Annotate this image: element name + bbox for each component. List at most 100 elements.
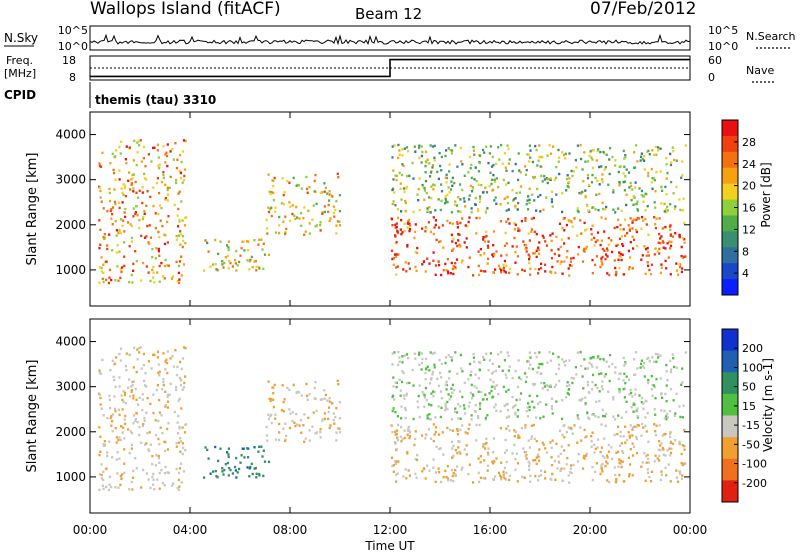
power-cell <box>596 179 599 183</box>
velocity-cell <box>631 428 634 431</box>
velocity-cell <box>646 453 649 457</box>
velocity-cell <box>182 386 186 389</box>
velocity-cell <box>579 350 582 354</box>
power-cell <box>400 218 403 222</box>
power-cell <box>444 262 447 266</box>
velocity-cell <box>575 373 578 376</box>
power-cell <box>502 178 505 182</box>
power-cell <box>585 247 588 250</box>
velocity-cell <box>152 472 155 476</box>
velocity-cell <box>176 421 179 424</box>
velocity-cell <box>669 410 672 413</box>
velocity-cell <box>614 371 617 374</box>
power-cell <box>538 248 541 252</box>
power-cell <box>674 205 677 208</box>
velocity-cell <box>440 390 443 393</box>
velocity-cell <box>105 467 108 470</box>
velocity-cell <box>514 413 517 416</box>
velocity-cell <box>124 365 127 368</box>
power-cell <box>114 279 117 282</box>
velocity-cell <box>166 393 169 396</box>
velocity-cell <box>394 411 397 414</box>
velocity-cell <box>473 385 476 388</box>
power-cell <box>657 241 660 244</box>
power-cell <box>404 199 407 203</box>
velocity-colorbar-swatch <box>722 415 738 438</box>
power-cell <box>166 186 169 189</box>
power-cell <box>657 146 660 149</box>
power-cell <box>166 241 169 244</box>
power-cell <box>660 266 663 269</box>
power-cell <box>576 253 580 256</box>
velocity-cell <box>631 395 634 398</box>
power-cell <box>143 236 147 239</box>
power-cell <box>493 180 496 183</box>
power-cell <box>400 233 403 236</box>
power-cell <box>406 222 409 225</box>
power-cell <box>645 223 648 226</box>
velocity-cell <box>434 471 437 474</box>
velocity-cell <box>527 415 530 418</box>
power-cell <box>129 188 132 191</box>
power-cell <box>102 207 105 210</box>
power-cell <box>444 198 447 201</box>
power-cell <box>525 250 528 253</box>
velocity-cell <box>391 363 394 366</box>
velocity-cell <box>606 456 609 459</box>
velocity-cell <box>482 443 485 446</box>
power-cell <box>458 233 461 236</box>
power-cell <box>600 165 603 168</box>
velocity-cell <box>292 383 295 387</box>
velocity-cell <box>514 411 517 414</box>
freq-unit: [MHz] <box>4 67 36 80</box>
velocity-cell <box>537 402 540 405</box>
velocity-cell <box>130 385 133 388</box>
power-cell <box>166 164 169 168</box>
velocity-cell <box>652 384 656 387</box>
velocity-cell <box>117 486 120 489</box>
velocity-cell <box>653 460 656 463</box>
power-cell <box>495 202 498 205</box>
velocity-cell <box>621 450 624 453</box>
power-cell <box>573 217 576 220</box>
power-cell <box>684 144 687 147</box>
velocity-cell <box>660 392 663 396</box>
velocity-cell <box>544 447 547 450</box>
power-cell <box>392 263 395 266</box>
power-cell <box>429 211 432 214</box>
power-cell <box>436 170 439 174</box>
power-cell <box>133 139 136 143</box>
velocity-ylabel: Slant Range [km] <box>25 360 40 473</box>
velocity-cell <box>248 475 251 478</box>
velocity-cell <box>328 406 331 409</box>
power-cell <box>179 171 182 175</box>
velocity-cell <box>549 441 552 444</box>
velocity-cell <box>177 432 180 435</box>
power-colorbar-swatch <box>722 263 738 280</box>
power-cell <box>647 149 650 153</box>
power-cell <box>468 256 471 259</box>
velocity-cell <box>452 444 455 448</box>
power-cell <box>646 205 649 208</box>
power-cell <box>461 188 464 192</box>
velocity-cell <box>557 367 560 370</box>
power-cell <box>157 230 160 234</box>
velocity-cell <box>456 372 459 375</box>
power-cell <box>122 219 125 222</box>
velocity-cell <box>179 450 182 453</box>
power-cell <box>177 207 180 211</box>
power-cell <box>632 196 635 199</box>
power-cell <box>615 244 618 247</box>
power-cell <box>539 193 542 197</box>
power-cell <box>178 220 181 223</box>
power-cell <box>652 177 656 180</box>
power-cell <box>157 250 160 253</box>
power-cell <box>576 234 579 237</box>
velocity-cell <box>644 399 647 402</box>
velocity-cell <box>157 419 160 423</box>
velocity-cell <box>585 454 588 457</box>
power-cell <box>651 149 654 152</box>
power-cell <box>672 150 675 153</box>
power-cell <box>164 161 167 164</box>
velocity-cell <box>469 391 472 395</box>
